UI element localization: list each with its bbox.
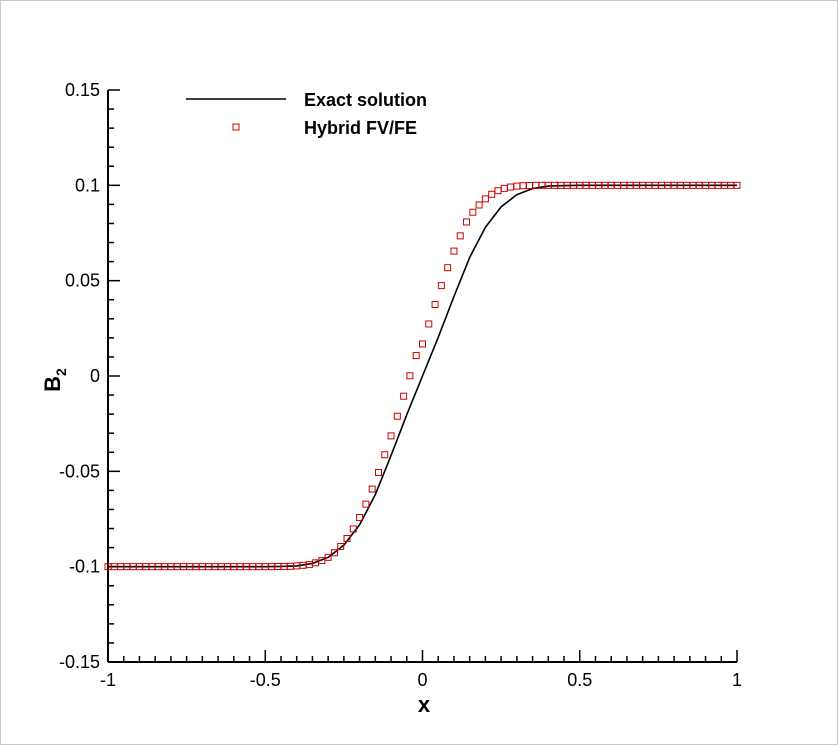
y-axis-title-subscript: 2 xyxy=(53,368,69,376)
hybrid-marker xyxy=(733,181,741,189)
hybrid-marker xyxy=(507,183,515,191)
y-tick-label: -0.15 xyxy=(59,652,100,672)
hybrid-marker xyxy=(431,301,439,308)
x-tick-label: 0 xyxy=(417,670,427,690)
y-axis-title-main: B xyxy=(40,376,65,392)
hybrid-marker xyxy=(393,412,401,420)
hybrid-marker xyxy=(513,182,521,190)
hybrid-marker xyxy=(381,451,389,459)
exact-solution-line xyxy=(108,184,737,568)
hybrid-marker xyxy=(525,182,533,190)
hybrid-marker xyxy=(519,182,527,190)
hybrid-marker xyxy=(412,352,420,360)
hybrid-marker xyxy=(387,432,395,440)
svg-text:B2: B2 xyxy=(40,368,69,392)
legend-label-hybrid: Hybrid FV/FE xyxy=(304,118,417,138)
legend: Exact solution Hybrid FV/FE xyxy=(186,90,427,138)
hybrid-marker xyxy=(349,525,357,533)
ticks xyxy=(107,89,738,663)
hybrid-marker xyxy=(444,264,452,272)
tick-labels: -1 -0.5 0 0.5 1 0.15 0.1 0.05 0 -0.05 -0.1 -0.15 xyxy=(59,80,742,690)
legend-marker-swatch xyxy=(232,123,240,131)
x-tick-label: 1 xyxy=(732,670,742,690)
x-axis-title: x xyxy=(418,692,431,717)
y-tick-label: 0 xyxy=(90,366,100,386)
y-tick-label: 0.15 xyxy=(65,80,100,100)
hybrid-marker xyxy=(419,340,426,348)
hybrid-marker xyxy=(330,549,338,557)
hybrid-marker xyxy=(450,247,458,255)
hybrid-marker xyxy=(368,485,376,493)
hybrid-marker xyxy=(500,184,508,192)
hybrid-marker xyxy=(324,553,332,561)
hybrid-marker xyxy=(343,534,351,542)
hybrid-marker xyxy=(425,320,433,328)
hybrid-marker xyxy=(356,513,364,521)
hybrid-marker xyxy=(456,232,464,240)
y-tick-label: -0.05 xyxy=(59,461,100,481)
y-tick-label: 0.1 xyxy=(75,175,100,195)
y-tick-label: 0.05 xyxy=(65,271,100,291)
hybrid-marker xyxy=(481,195,489,203)
hybrid-marker xyxy=(337,542,345,550)
series-layer xyxy=(104,181,741,571)
x-tick-label: -1 xyxy=(100,670,116,690)
hybrid-marker xyxy=(488,190,496,198)
hybrid-marker xyxy=(400,392,408,400)
hybrid-marker xyxy=(475,201,483,209)
hybrid-marker xyxy=(406,372,414,380)
hybrid-marker xyxy=(463,218,471,226)
x-tick-label: -0.5 xyxy=(250,670,281,690)
x-tick-label: 0.5 xyxy=(567,670,592,690)
legend-label-exact: Exact solution xyxy=(304,90,427,110)
hybrid-marker xyxy=(469,208,477,216)
y-tick-label: -0.1 xyxy=(69,557,100,577)
hybrid-marker xyxy=(437,282,445,290)
hybrid-marker xyxy=(362,500,370,508)
hybrid-marker xyxy=(374,468,382,476)
hybrid-marker xyxy=(494,187,502,195)
y-axis-title: B2 xyxy=(40,368,69,392)
